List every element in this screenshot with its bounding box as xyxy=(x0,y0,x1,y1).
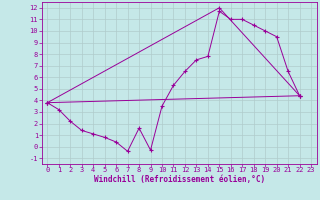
X-axis label: Windchill (Refroidissement éolien,°C): Windchill (Refroidissement éolien,°C) xyxy=(94,175,265,184)
